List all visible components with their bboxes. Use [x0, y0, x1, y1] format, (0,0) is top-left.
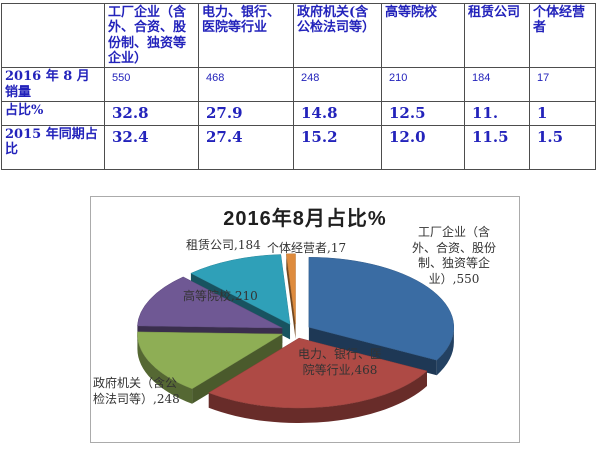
table-cell: 27.9	[198, 100, 294, 126]
row-label: 2015 年同期占比	[1, 124, 105, 170]
table-cell: 550	[104, 67, 199, 102]
table-cell: 27.4	[198, 124, 294, 170]
table-cell: 1	[529, 100, 596, 126]
table-row: 占比% 32.8 27.9 14.8 12.5 11. 1	[1, 100, 596, 126]
table-cell: 11.5	[464, 124, 530, 170]
table-cell: 184	[464, 67, 530, 102]
table-row: 2016 年 8 月销量 550 468 248 210 184 17	[1, 67, 596, 102]
table-cell: 468	[198, 67, 294, 102]
pie-chart-panel: 2016年8月占比% 工厂企业（含 外、合资、股份 制、独资等企 业）,550 …	[90, 196, 520, 443]
column-header: 电力、银行、医院等行业	[198, 2, 294, 69]
pie-label-power: 电力、银行、医 院等行业,468	[297, 347, 382, 377]
table-row: 2015 年同期占比 32.4 27.4 15.2 12.0 11.5 1.5	[1, 124, 596, 170]
pie-label-college: 高等院校,210	[183, 289, 258, 303]
table-cell: 32.8	[104, 100, 199, 126]
table-cell: 210	[381, 67, 465, 102]
column-header: 租赁公司	[464, 2, 530, 69]
column-header	[1, 2, 105, 69]
row-label: 占比%	[1, 100, 105, 126]
pie-label-leasing: 租赁公司,184	[186, 238, 261, 252]
column-header: 个体经营者	[529, 2, 596, 69]
column-header: 工厂企业（含外、合资、股份制、独资等企业）	[104, 2, 199, 69]
chart-title: 2016年8月占比%	[223, 208, 387, 230]
column-header: 政府机关(含公检法司等）	[293, 2, 382, 69]
table-cell: 12.5	[381, 100, 465, 126]
table-cell: 17	[529, 67, 596, 102]
pie-label-individual: 个体经营者,17	[267, 241, 347, 255]
table-cell: 1.5	[529, 124, 596, 170]
table-cell: 12.0	[381, 124, 465, 170]
table-body: 工厂企业（含外、合资、股份制、独资等企业） 电力、银行、医院等行业 政府机关(含公检…	[1, 2, 596, 170]
pie-label-government: 政府机关（含公 检法司等）,248	[93, 376, 180, 406]
table-header-row: 工厂企业（含外、合资、股份制、独资等企业） 电力、银行、医院等行业 政府机关(含公检…	[1, 2, 596, 69]
table-cell: 14.8	[293, 100, 382, 126]
pie-label-factory: 工厂企业（含 外、合资、股份 制、独资等企 业）,550	[411, 225, 496, 286]
table-cell: 11.	[464, 100, 530, 126]
table-cell: 15.2	[293, 124, 382, 170]
sales-table: 工厂企业（含外、合资、股份制、独资等企业） 电力、银行、医院等行业 政府机关(含公检…	[1, 2, 596, 170]
pie-svg	[137, 253, 455, 424]
table-cell: 248	[293, 67, 382, 102]
table-cell: 32.4	[104, 124, 199, 170]
column-header: 高等院校	[381, 2, 465, 69]
row-label: 2016 年 8 月销量	[1, 67, 105, 102]
